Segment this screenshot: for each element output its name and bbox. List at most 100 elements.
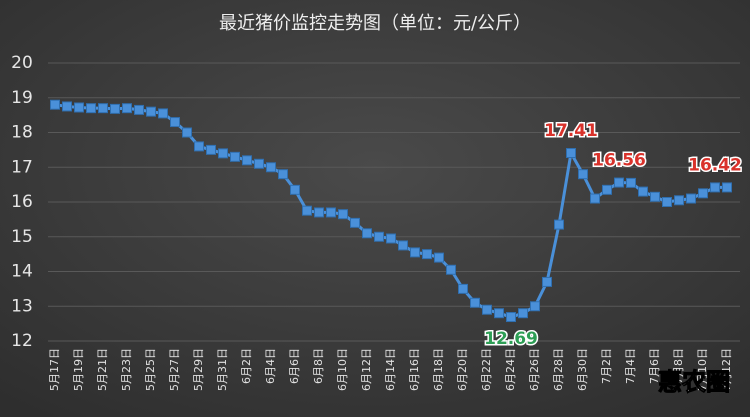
- y-tick-label: 17: [11, 157, 33, 177]
- marker: [410, 247, 420, 258]
- x-tick-label: 5月25日: [144, 348, 157, 391]
- marker: [542, 276, 552, 287]
- marker: [278, 169, 288, 180]
- marker: [398, 240, 408, 251]
- marker: [422, 249, 432, 260]
- marker: [662, 197, 672, 207]
- y-tick-label: 14: [11, 262, 33, 282]
- marker: [530, 301, 540, 312]
- x-tick-label: 6月18日: [432, 348, 445, 391]
- marker: [698, 188, 708, 199]
- marker: [650, 191, 660, 202]
- marker: [638, 186, 648, 197]
- marker: [206, 144, 216, 155]
- marker: [146, 106, 156, 117]
- x-tick-label: 5月19日: [72, 348, 85, 391]
- marker: [518, 308, 528, 319]
- x-tick-label: 7月10日: [696, 348, 709, 391]
- data-label: 16.42: [688, 155, 742, 175]
- marker: [158, 108, 168, 119]
- x-tick-label: 7月12日: [720, 348, 733, 391]
- marker: [674, 195, 684, 206]
- marker: [230, 151, 240, 162]
- x-tick-label: 5月31日: [216, 348, 229, 391]
- marker: [566, 148, 576, 159]
- y-tick-label: 13: [11, 296, 33, 316]
- x-tick-label: 6月24日: [504, 348, 517, 391]
- y-tick-label: 19: [11, 88, 33, 108]
- marker: [134, 104, 144, 115]
- chart-title: 最近猪价监控走势图（单位：元/公斤）: [219, 13, 531, 34]
- marker: [578, 169, 588, 180]
- marker: [350, 217, 360, 228]
- marker: [182, 127, 192, 138]
- marker: [338, 209, 348, 220]
- marker: [710, 182, 720, 193]
- marker: [62, 101, 72, 112]
- marker: [170, 117, 180, 128]
- x-tick-label: 6月30日: [576, 348, 589, 391]
- y-tick-label: 12: [11, 331, 33, 351]
- x-tick-label: 6月4日: [264, 348, 277, 384]
- marker: [482, 304, 492, 315]
- marker: [614, 177, 624, 188]
- x-tick-label: 5月23日: [120, 348, 133, 391]
- marker: [254, 158, 264, 169]
- marker: [446, 264, 456, 275]
- marker: [326, 207, 336, 218]
- marker: [686, 193, 696, 204]
- marker: [602, 184, 612, 195]
- marker: [590, 193, 600, 204]
- marker: [290, 184, 300, 195]
- marker: [98, 103, 108, 114]
- data-label: 12.69: [484, 329, 538, 349]
- marker: [302, 205, 312, 216]
- y-tick-label: 15: [11, 227, 33, 247]
- marker: [50, 99, 60, 110]
- marker: [86, 103, 96, 114]
- x-tick-label: 6月2日: [240, 348, 253, 384]
- y-tick-label: 20: [11, 53, 33, 73]
- data-label: 16.56: [592, 151, 646, 171]
- marker: [314, 207, 324, 218]
- x-tick-label: 7月4日: [624, 348, 637, 384]
- marker: [110, 103, 120, 114]
- x-tick-label: 6月28日: [552, 348, 565, 391]
- marker: [374, 231, 384, 242]
- x-tick-label: 6月22日: [480, 348, 493, 391]
- marker: [434, 252, 444, 263]
- marker: [218, 148, 228, 159]
- x-tick-label: 6月26日: [528, 348, 541, 391]
- marker: [362, 228, 372, 239]
- marker: [506, 312, 516, 323]
- x-tick-label: 7月2日: [600, 348, 613, 384]
- x-tick-label: 7月6日: [648, 348, 661, 384]
- marker: [194, 141, 204, 152]
- x-tick-label: 5月17日: [48, 348, 61, 391]
- marker: [386, 233, 396, 244]
- x-tick-label: 5月29日: [192, 348, 205, 391]
- x-tick-label: 6月16日: [408, 348, 421, 391]
- marker: [470, 297, 480, 308]
- marker: [74, 102, 84, 113]
- marker: [626, 177, 636, 188]
- x-tick-label: 7月8日: [672, 348, 685, 384]
- x-tick-label: 5月27日: [168, 348, 181, 391]
- watermark: 惠农圈: [658, 368, 730, 396]
- marker: [722, 182, 732, 193]
- x-tick-label: 6月14日: [384, 348, 397, 391]
- marker: [122, 103, 132, 114]
- y-tick-label: 16: [11, 192, 33, 212]
- x-tick-label: 6月10日: [336, 348, 349, 391]
- x-tick-label: 5月21日: [96, 348, 109, 391]
- marker: [554, 219, 564, 230]
- data-label: 17.41: [544, 121, 598, 141]
- marker: [266, 162, 276, 173]
- x-tick-label: 6月6日: [288, 348, 301, 384]
- y-tick-label: 18: [11, 123, 33, 143]
- x-tick-label: 6月12日: [360, 348, 373, 391]
- x-tick-label: 6月8日: [312, 348, 325, 384]
- marker: [242, 155, 252, 166]
